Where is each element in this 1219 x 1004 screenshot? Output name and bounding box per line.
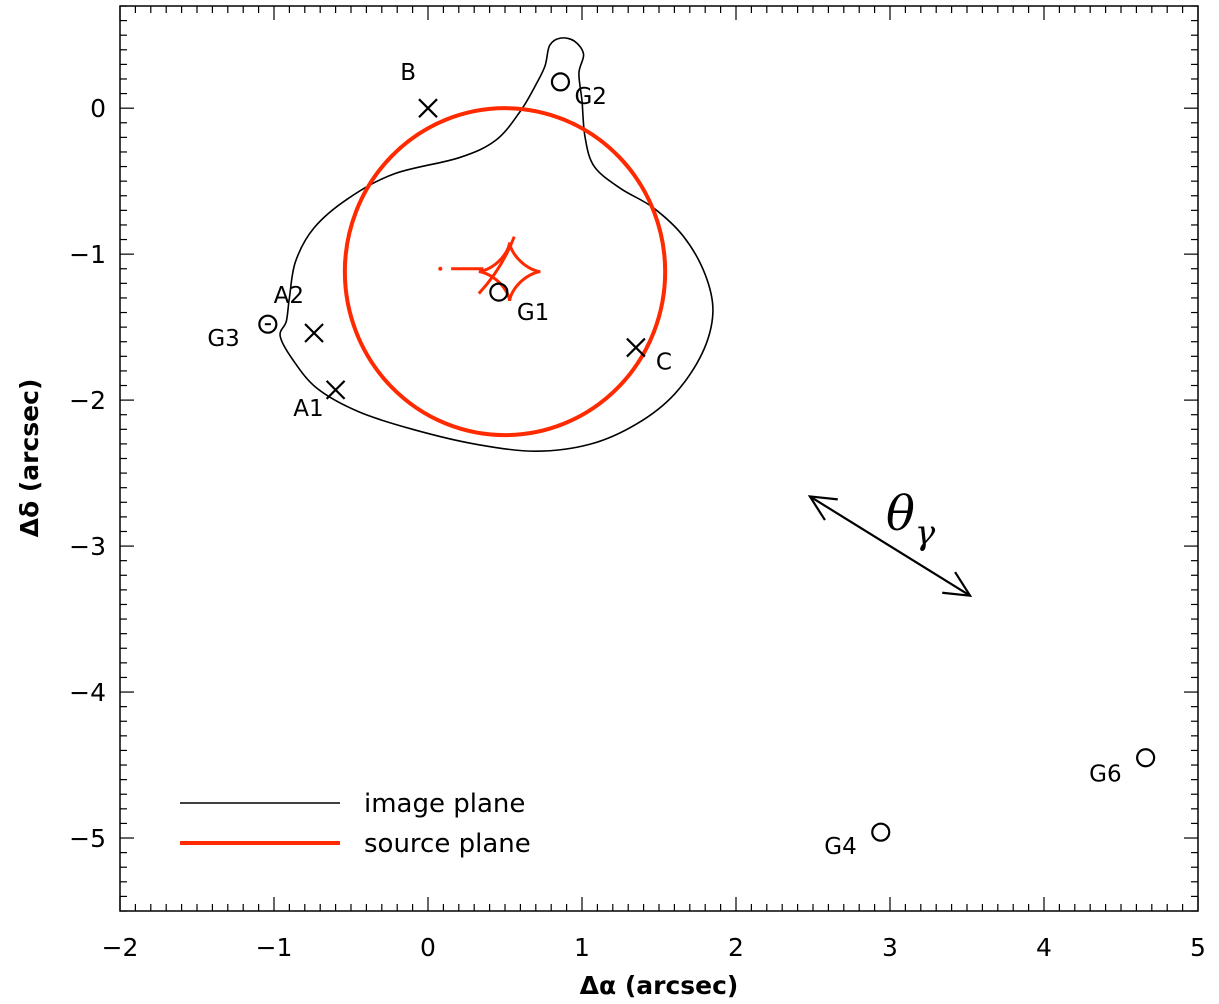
- image-marker-b: [418, 98, 438, 118]
- galaxy-label-g1: G1: [517, 300, 549, 326]
- y-tick-label: −2: [69, 386, 106, 415]
- shear-arrow-head: [942, 571, 973, 598]
- tick-label-group: −2 −1 0 1 2 3 4 5 0 −1 −2 −3 −4 −5: [69, 94, 1206, 962]
- galaxy-marker-g3: [258, 314, 278, 334]
- x-tick-label: 0: [420, 933, 436, 962]
- shear-arrow: [807, 495, 973, 598]
- image-label-b: B: [400, 60, 416, 86]
- image-label-a1: A1: [293, 396, 323, 422]
- galaxy-marker-g4: [871, 822, 891, 842]
- x-tick-label: −2: [102, 933, 139, 962]
- source-plane-curve: [342, 106, 668, 438]
- galaxy-label-g4: G4: [824, 834, 856, 860]
- y-axis-label: Δδ (arcsec): [15, 379, 44, 538]
- shear-label-theta: θ: [886, 486, 915, 542]
- shear-label-gamma: γ: [915, 513, 936, 553]
- image-marker-a2: [304, 323, 324, 343]
- image-label-a2: A2: [274, 283, 304, 309]
- x-tick-label: 1: [574, 933, 590, 962]
- galaxy-label-g6: G6: [1089, 762, 1121, 788]
- x-tick-label: 5: [1190, 933, 1206, 962]
- marker-group: B A2 A1 C G2 G1 G3 G4 G6: [207, 60, 1156, 860]
- galaxy-marker-g1: [489, 282, 509, 302]
- image-label-c: C: [656, 350, 672, 376]
- x-tick-label: 2: [728, 933, 744, 962]
- galaxy-label-g3: G3: [207, 326, 239, 352]
- y-tick-label: −5: [69, 824, 106, 853]
- galaxy-marker-g2: [550, 72, 571, 92]
- y-tick-label: −4: [69, 678, 106, 707]
- y-tick-label: −3: [69, 532, 106, 561]
- shear-label: θγ: [886, 486, 936, 553]
- galaxy-label-g2: G2: [574, 84, 606, 110]
- legend-label-image-plane: image plane: [364, 789, 525, 819]
- image-plane-curve: [279, 37, 714, 453]
- x-tick-label: 3: [882, 933, 898, 962]
- x-axis-label: Δα (arcsec): [580, 971, 739, 1000]
- tick-marks: [119, 5, 1199, 912]
- x-tick-label: −1: [256, 933, 293, 962]
- image-marker-a1: [325, 380, 346, 400]
- caustic-dot: [438, 266, 443, 271]
- series-group: [279, 37, 714, 453]
- galaxy-marker-g6: [1136, 748, 1156, 768]
- shear-annotation: θγ: [807, 486, 973, 598]
- shear-arrow-head: [807, 495, 838, 521]
- legend: image plane source plane: [180, 789, 531, 859]
- y-tick-label: −1: [69, 240, 106, 269]
- x-tick-label: 4: [1036, 933, 1052, 962]
- plot-frame: [119, 5, 1199, 912]
- legend-label-source-plane: source plane: [364, 829, 531, 859]
- image-marker-c: [626, 337, 646, 358]
- shear-arrow-shaft: [809, 495, 971, 597]
- y-tick-label: 0: [90, 94, 106, 123]
- caustic-astroid: [478, 242, 541, 301]
- caustic-fold: [477, 236, 516, 295]
